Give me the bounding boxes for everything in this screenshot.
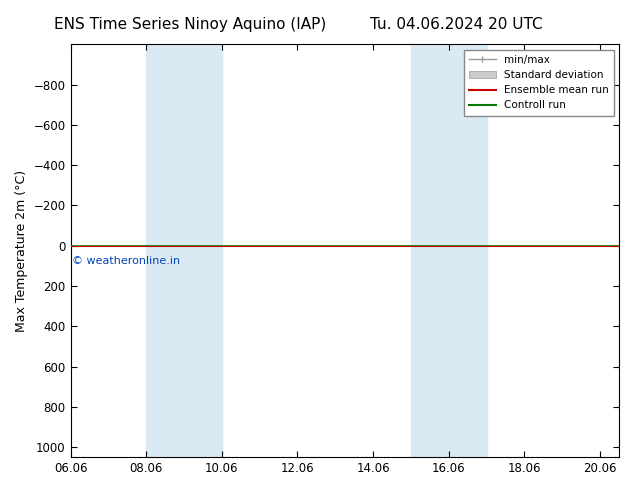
Bar — [411, 45, 487, 457]
Text: ENS Time Series Ninoy Aquino (IAP): ENS Time Series Ninoy Aquino (IAP) — [54, 17, 327, 32]
Bar — [146, 45, 222, 457]
Y-axis label: Max Temperature 2m (°C): Max Temperature 2m (°C) — [15, 170, 28, 332]
Text: © weatheronline.in: © weatheronline.in — [72, 256, 181, 266]
Text: Tu. 04.06.2024 20 UTC: Tu. 04.06.2024 20 UTC — [370, 17, 543, 32]
Legend: min/max, Standard deviation, Ensemble mean run, Controll run: min/max, Standard deviation, Ensemble me… — [464, 49, 614, 116]
